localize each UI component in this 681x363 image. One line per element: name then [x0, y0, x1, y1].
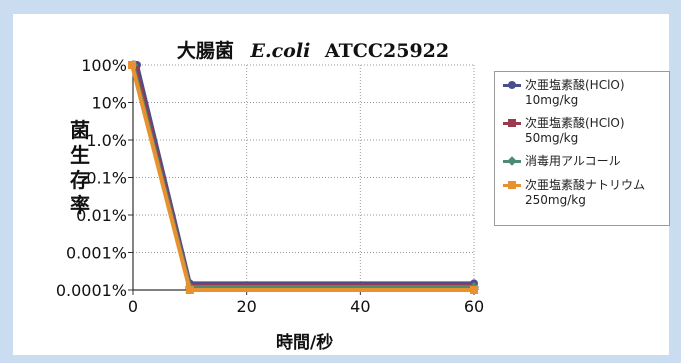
- x-tick-label: 60: [464, 297, 484, 316]
- y-tick-label: 1.0%: [86, 131, 127, 150]
- y-tick-label: 0.1%: [86, 169, 127, 188]
- series-line: [135, 64, 474, 286]
- x-tick-label: 40: [350, 297, 370, 316]
- y-tick-label: 0.0001%: [56, 281, 127, 300]
- title-strain: ATCC25922: [324, 40, 450, 62]
- legend-label: 次亜塩素酸(HClO) 10mg/kg: [525, 78, 625, 107]
- chart-title: 大腸菌 E.coli ATCC25922: [13, 36, 613, 63]
- legend: 次亜塩素酸(HClO) 10mg/kg 次亜塩素酸(HClO) 50mg/kg 消毒用ア…: [494, 71, 670, 226]
- legend-swatch: [503, 116, 521, 132]
- title-species: E.coli: [250, 40, 311, 62]
- legend-item: 消毒用アルコール: [503, 154, 661, 170]
- data-point: [185, 286, 194, 294]
- y-tick-label: 0.01%: [76, 206, 127, 225]
- legend-swatch: [503, 78, 521, 94]
- y-axis-label: 菌生存率: [70, 118, 90, 217]
- y-tick-label: 10%: [91, 94, 127, 113]
- legend-swatch: [503, 154, 521, 170]
- data-point: [470, 286, 478, 294]
- title-japanese: 大腸菌: [176, 40, 234, 62]
- data-point: [128, 61, 136, 69]
- legend-label: 次亜塩素酸(HClO) 50mg/kg: [525, 116, 625, 145]
- x-axis-label: 時間/秒: [276, 333, 334, 353]
- legend-swatch: [503, 178, 521, 194]
- legend-label: 消毒用アルコール: [525, 154, 621, 168]
- y-tick-label: 100%: [81, 56, 127, 75]
- legend-item: 次亜塩素酸(HClO) 10mg/kg: [503, 78, 661, 108]
- legend-item: 次亜塩素酸ナトリウム 250mg/kg: [503, 178, 661, 208]
- legend-item: 次亜塩素酸(HClO) 50mg/kg: [503, 116, 661, 146]
- x-tick-label: 20: [236, 297, 256, 316]
- x-tick-label: 0: [128, 297, 138, 316]
- legend-label: 次亜塩素酸ナトリウム 250mg/kg: [525, 178, 646, 207]
- y-tick-label: 0.001%: [66, 244, 127, 263]
